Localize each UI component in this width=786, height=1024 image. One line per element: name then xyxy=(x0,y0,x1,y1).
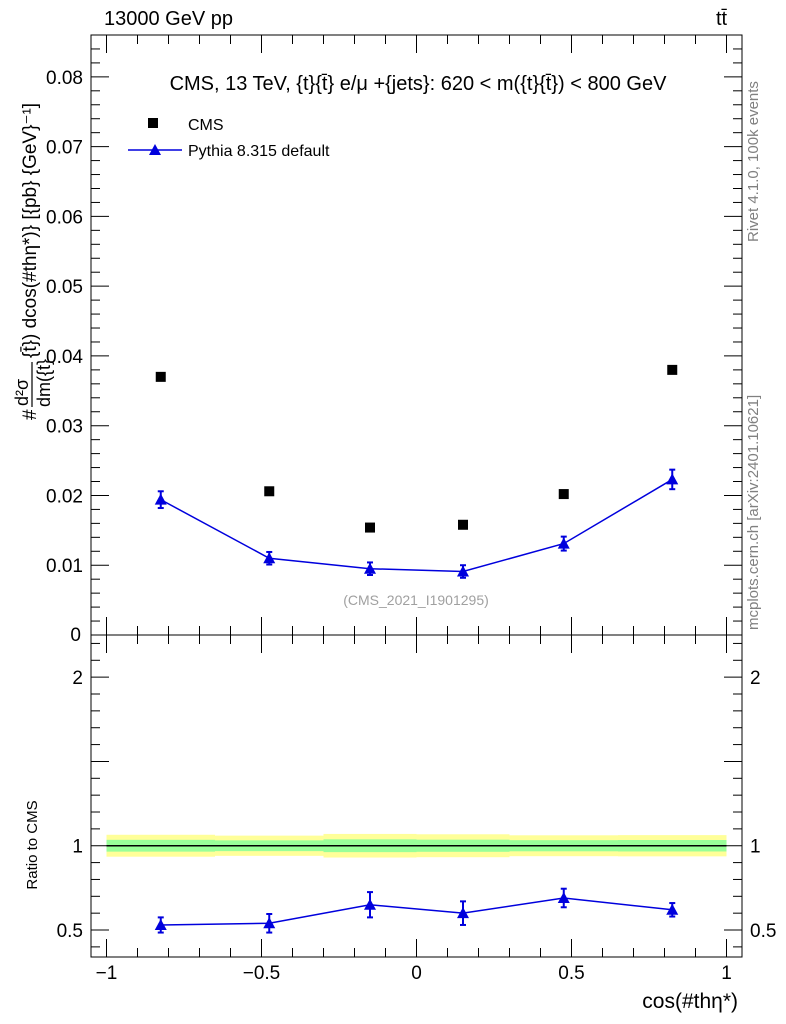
cms-data-point xyxy=(155,371,166,382)
y-label-suffix: {t̄}) dcos(#thη*)} [{pb} {GeV}⁻¹] xyxy=(20,103,41,358)
legend: CMS Pythia 8.315 default xyxy=(128,117,330,160)
cms-data-point xyxy=(264,486,275,497)
main-y-tick-label: 0.08 xyxy=(46,68,83,89)
cms-data-point xyxy=(558,489,569,500)
ratio-y-tick-label-right: 1 xyxy=(750,837,761,858)
y-label-numerator: d²σ xyxy=(12,379,32,406)
watermark-label: (CMS_2021_I1901295) xyxy=(343,592,489,608)
ratio-series xyxy=(154,887,679,934)
main-y-tick-label-zero: 0 xyxy=(70,625,81,646)
main-panel: 0.01 0.02 0.03 0.04 0.05 0.06 0.07 0.08 0 CMS, 1… xyxy=(12,34,743,646)
legend-cms-label: CMS xyxy=(188,117,224,134)
legend-cms-marker xyxy=(148,118,158,128)
x-tick-label: −1 xyxy=(96,963,118,984)
cms-data-point xyxy=(458,519,468,530)
cms-data-point xyxy=(365,522,375,533)
energy-label: 13000 GeV pp xyxy=(104,8,233,30)
x-tick-label: 0.5 xyxy=(558,963,584,984)
legend-pythia-label: Pythia 8.315 default xyxy=(188,143,330,160)
y-label-denominator: dm({t} xyxy=(34,359,54,407)
ratio-pythia-point xyxy=(364,898,376,910)
ratio-panel: 0.5 0.5 1 1 2 2 −1 −0.5 0 0.5 1 Ratio to CMS cos(#… xyxy=(24,634,777,1013)
main-y-tick-label: 0.05 xyxy=(46,277,83,298)
svg-text:dm({t}: dm({t} xyxy=(34,359,54,407)
ratio-bands xyxy=(106,833,727,858)
ratio-frame xyxy=(90,634,743,958)
ratio-pythia-point xyxy=(154,918,167,930)
plot-title: CMS, 13 TeV, {t}{t̄} e/μ +{jets}: 620 < … xyxy=(170,73,668,95)
svg-text:{t̄}) dcos(#thη*)} [{pb} {GeV}: {t̄}) dcos(#thη*)} [{pb} {GeV}⁻¹] xyxy=(20,103,41,358)
pythia-point xyxy=(557,537,570,549)
ratio-pythia-point xyxy=(557,891,570,903)
ratio-y-tick-label-right: 2 xyxy=(750,668,761,689)
process-label: tt̄ xyxy=(716,8,728,30)
main-ticks xyxy=(91,35,742,635)
ratio-pythia-point xyxy=(263,917,276,929)
ratio-ticks xyxy=(91,635,742,957)
x-axis-label: cos(#thη*) xyxy=(642,990,738,1013)
pythia-point xyxy=(666,473,679,485)
y-label-prefix: # xyxy=(20,409,41,420)
ratio-y-axis-label: Ratio to CMS xyxy=(24,800,41,889)
x-tick-label: −0.5 xyxy=(243,963,281,984)
x-tick-label: 0 xyxy=(411,963,422,984)
ratio-y-tick-label: 0.5 xyxy=(57,921,83,942)
ratio-y-tick-label: 2 xyxy=(72,668,83,689)
ratio-y-tick-label-right: 0.5 xyxy=(750,921,776,942)
pythia-point xyxy=(364,562,376,574)
ratio-pythia-line xyxy=(160,897,673,926)
pythia-line xyxy=(160,478,673,573)
ratio-pythia-point xyxy=(666,903,679,915)
ratio-pythia-point xyxy=(457,907,469,919)
svg-text:d²σ: d²σ xyxy=(12,379,32,406)
main-y-axis-label: # d²σ dm({t} {t̄}) dcos(#thη*)} [{pb} {G… xyxy=(12,103,54,420)
main-y-tick-labels: 0.01 0.02 0.03 0.04 0.05 0.06 0.07 0.08 0 xyxy=(46,68,83,646)
x-tick-label: 1 xyxy=(721,963,732,984)
main-y-tick-label: 0.07 xyxy=(46,138,83,159)
main-y-tick-label: 0.02 xyxy=(46,486,83,507)
ratio-y-tick-label: 1 xyxy=(72,837,83,858)
main-y-tick-label: 0.03 xyxy=(46,417,83,438)
main-y-tick-label: 0.01 xyxy=(46,556,83,577)
svg-text:#: # xyxy=(20,409,41,420)
main-y-tick-label: 0.04 xyxy=(46,347,83,368)
main-y-tick-label: 0.06 xyxy=(46,207,83,228)
ratio-tick-labels: 0.5 0.5 1 1 2 2 −1 −0.5 0 0.5 1 xyxy=(57,668,777,984)
legend-pythia-marker xyxy=(149,144,161,155)
pythia-point xyxy=(263,552,276,564)
cms-data-point xyxy=(667,364,678,375)
pythia-point xyxy=(457,565,469,577)
main-series xyxy=(154,364,679,579)
pythia-point xyxy=(154,493,167,505)
